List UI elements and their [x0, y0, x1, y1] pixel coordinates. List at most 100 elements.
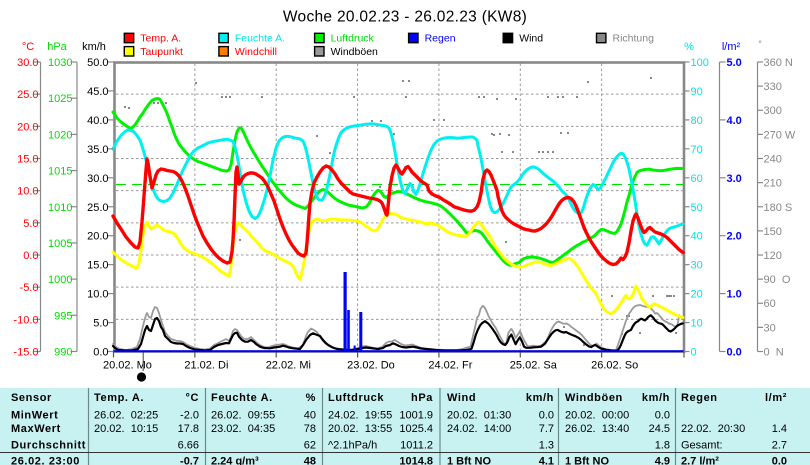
svg-text:40: 40 [304, 410, 316, 422]
svg-text:0.0: 0.0 [93, 347, 108, 359]
svg-text:1.4: 1.4 [772, 423, 787, 435]
svg-text:25.0: 25.0 [87, 202, 108, 214]
svg-text:30: 30 [764, 322, 776, 334]
svg-text:20.02. 13:55: 20.02. 13:55 [328, 423, 392, 435]
svg-text:24.5: 24.5 [649, 423, 670, 435]
svg-text:300: 300 [764, 105, 782, 117]
svg-text:0.0: 0.0 [727, 347, 742, 359]
svg-text:2.24 g/m³: 2.24 g/m³ [211, 456, 259, 465]
svg-text:4.0: 4.0 [727, 115, 742, 127]
svg-text:2.7 l/m²: 2.7 l/m² [681, 456, 719, 465]
svg-text:26.02. 02:25: 26.02. 02:25 [94, 410, 158, 422]
svg-text:30: 30 [691, 260, 703, 272]
svg-text:2.0: 2.0 [727, 231, 742, 243]
svg-text:20.02. 01:30: 20.02. 01:30 [447, 410, 511, 422]
svg-text:40: 40 [691, 231, 703, 243]
svg-text:330: 330 [764, 81, 782, 93]
svg-text:20.0: 20.0 [17, 121, 38, 133]
svg-text:-15.0: -15.0 [13, 347, 38, 359]
svg-text:-5.0: -5.0 [20, 282, 39, 294]
svg-text:MaxWert: MaxWert [11, 423, 61, 435]
svg-text:2.7: 2.7 [772, 440, 787, 452]
svg-text:20.02. Mo: 20.02. Mo [103, 360, 152, 372]
svg-text:%: % [306, 392, 316, 404]
svg-text:30.0: 30.0 [87, 173, 108, 185]
svg-text:1005: 1005 [48, 238, 72, 250]
svg-text:240: 240 [764, 154, 782, 166]
svg-text:-10.0: -10.0 [13, 314, 38, 326]
svg-text:1 Bft NO: 1 Bft NO [447, 456, 491, 465]
svg-text:1.0: 1.0 [727, 289, 742, 301]
svg-text:1011.2: 1011.2 [400, 440, 433, 452]
svg-text:7.7: 7.7 [539, 423, 554, 435]
svg-text:26.02. So: 26.02. So [591, 360, 638, 372]
svg-text:1000: 1000 [48, 274, 72, 286]
svg-text:20: 20 [691, 289, 703, 301]
svg-text:6.66: 6.66 [178, 440, 199, 452]
svg-text:22.02. Mi: 22.02. Mi [266, 360, 311, 372]
svg-text:-2.0: -2.0 [180, 410, 199, 422]
svg-text:Woche 20.02.23 - 26.02.23 (KW8: Woche 20.02.23 - 26.02.23 (KW8) [283, 9, 527, 26]
svg-text:1001.9: 1001.9 [399, 410, 433, 422]
svg-text:Wind: Wind [519, 32, 543, 44]
svg-text:62: 62 [304, 440, 316, 452]
svg-text:Wind: Wind [447, 392, 476, 404]
svg-text:10: 10 [691, 318, 703, 330]
svg-text:10.0: 10.0 [87, 289, 108, 301]
svg-text:180 S: 180 S [764, 202, 793, 214]
svg-text:360 N: 360 N [764, 57, 793, 69]
svg-text:hPa: hPa [47, 41, 67, 53]
svg-text:Taupunkt: Taupunkt [140, 46, 183, 58]
svg-text:35.0: 35.0 [87, 144, 108, 156]
svg-text:1.8: 1.8 [655, 440, 670, 452]
svg-text:24.02. 14:00: 24.02. 14:00 [447, 423, 511, 435]
svg-text:Windböen: Windböen [331, 46, 378, 58]
svg-text:25.02. Sa: 25.02. Sa [510, 360, 558, 372]
svg-text:25.0: 25.0 [17, 89, 38, 101]
svg-text:0.0: 0.0 [539, 410, 554, 422]
svg-text:1025.4: 1025.4 [399, 423, 433, 435]
svg-text:30.0: 30.0 [17, 57, 38, 69]
svg-text:45.0: 45.0 [87, 86, 108, 98]
svg-text:0.0: 0.0 [23, 250, 38, 262]
svg-text:1030: 1030 [48, 57, 72, 69]
svg-text:l/m²: l/m² [722, 41, 741, 53]
svg-text:20.02. 00:00: 20.02. 00:00 [565, 410, 629, 422]
svg-text:^2.1hPa/h: ^2.1hPa/h [328, 440, 377, 452]
svg-text:1015: 1015 [48, 166, 72, 178]
svg-text:4.9: 4.9 [655, 456, 670, 465]
svg-text:210: 210 [764, 178, 782, 190]
svg-text:70: 70 [691, 144, 703, 156]
svg-text:78: 78 [304, 423, 316, 435]
svg-text:Luftdruck: Luftdruck [331, 32, 375, 44]
svg-text:24.02. Fr: 24.02. Fr [428, 360, 472, 372]
svg-text:270 W: 270 W [764, 129, 796, 141]
svg-text:48: 48 [304, 456, 316, 465]
svg-text:60: 60 [691, 173, 703, 185]
svg-text:0 N: 0 N [764, 347, 784, 359]
svg-text:26.02. 09:55: 26.02. 09:55 [211, 410, 275, 422]
svg-text:l/m²: l/m² [765, 392, 787, 404]
svg-text:3.0: 3.0 [727, 173, 742, 185]
svg-text:120: 120 [764, 250, 782, 262]
svg-text:4.1: 4.1 [539, 456, 554, 465]
svg-text:°C: °C [185, 392, 199, 404]
svg-text:15.0: 15.0 [87, 260, 108, 272]
svg-text:22.02. 20:30: 22.02. 20:30 [681, 423, 745, 435]
svg-text:Windchill: Windchill [235, 46, 277, 58]
svg-text:5.0: 5.0 [727, 57, 742, 69]
svg-text:100: 100 [691, 57, 709, 69]
svg-text:23.02. Do: 23.02. Do [347, 360, 395, 372]
svg-text:Gesamt:: Gesamt: [681, 440, 723, 452]
svg-text:995: 995 [54, 310, 72, 322]
svg-text:0.0: 0.0 [655, 410, 670, 422]
svg-text:1014.8: 1014.8 [399, 456, 433, 465]
svg-text:150: 150 [764, 226, 782, 238]
svg-text:km/h: km/h [82, 41, 106, 53]
svg-text:40.0: 40.0 [87, 115, 108, 127]
svg-text:20.02. 10:15: 20.02. 10:15 [94, 423, 158, 435]
svg-text:1020: 1020 [48, 129, 72, 141]
svg-text:10.0: 10.0 [17, 186, 38, 198]
svg-text:90: 90 [691, 86, 703, 98]
svg-text:50.0: 50.0 [87, 57, 108, 69]
